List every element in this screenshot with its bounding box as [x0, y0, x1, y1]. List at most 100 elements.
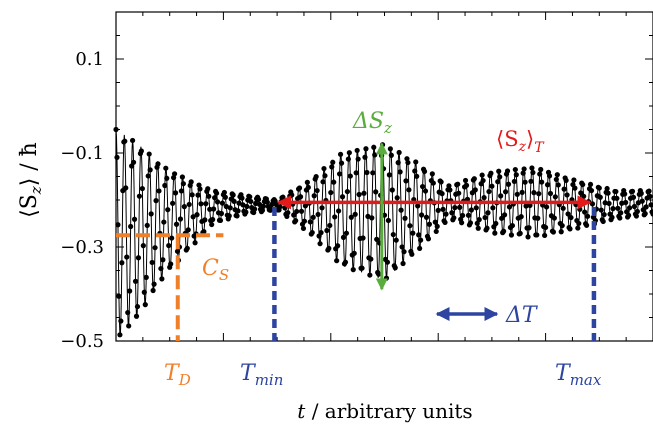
series-point: [156, 188, 162, 194]
series-point: [194, 212, 200, 218]
series-point: [212, 195, 218, 201]
series-point: [471, 176, 477, 182]
series-point: [479, 172, 485, 178]
series-point: [336, 208, 342, 214]
series-point: [170, 200, 176, 206]
series-point: [155, 161, 161, 167]
series-point: [317, 241, 323, 247]
series-point: [240, 202, 246, 208]
series-point: [497, 174, 503, 180]
series-point: [492, 230, 498, 236]
series-point: [414, 173, 420, 179]
series-point: [171, 171, 178, 177]
series-point: [610, 206, 616, 212]
series-point: [311, 193, 317, 199]
series-point: [181, 204, 187, 210]
series-point: [475, 225, 481, 231]
series-point: [618, 210, 624, 216]
series-point: [535, 215, 541, 221]
series-point: [584, 222, 590, 228]
series-point: [488, 170, 494, 176]
axis-ticks: [115, 11, 653, 342]
series-point: [383, 275, 390, 281]
series-point: [144, 222, 150, 229]
series-point: [158, 265, 164, 272]
series-point: [252, 206, 258, 212]
series-point: [606, 200, 612, 207]
series-point: [489, 183, 495, 189]
series-point: [462, 177, 469, 184]
series-point: [169, 235, 175, 241]
series-point: [522, 179, 528, 185]
series-point: [402, 215, 408, 221]
series-point: [300, 225, 307, 232]
series-point: [180, 181, 186, 187]
series-point: [301, 218, 308, 224]
series-point: [128, 223, 134, 230]
series-point: [580, 181, 586, 188]
series-point: [248, 198, 254, 205]
series-point: [582, 209, 588, 215]
series-point: [363, 146, 369, 152]
series-point: [446, 183, 452, 189]
series-point: [356, 191, 362, 198]
series-point: [551, 215, 557, 221]
series-point: [625, 212, 632, 218]
series-point: [239, 195, 245, 201]
series-point: [160, 257, 166, 263]
series-point: [221, 189, 227, 196]
series-point: [162, 182, 168, 189]
series-point: [140, 243, 146, 249]
series-point: [646, 188, 652, 194]
series-point: [113, 126, 119, 133]
series-point: [159, 276, 165, 282]
series-point: [512, 166, 518, 173]
series-point: [526, 225, 532, 231]
series-point: [260, 203, 267, 209]
series-point: [326, 245, 332, 251]
series-point: [513, 172, 519, 178]
series-point: [393, 237, 399, 243]
series-point: [539, 179, 545, 185]
series-point: [388, 152, 394, 158]
series-point: [291, 212, 297, 218]
series-point: [504, 168, 511, 174]
series-point: [234, 213, 240, 219]
series-point: [392, 265, 398, 271]
series-point: [339, 194, 346, 200]
series-point: [605, 190, 611, 196]
series-point: [571, 177, 577, 183]
series-point: [536, 191, 542, 197]
series-point: [134, 303, 141, 310]
y-tick-label: −0.3: [60, 237, 104, 258]
series-point: [315, 211, 321, 218]
series-point: [499, 215, 505, 221]
series-point: [192, 240, 198, 246]
series-point: [537, 171, 543, 177]
series-point: [451, 215, 457, 221]
series-point: [623, 199, 629, 206]
series-point: [430, 180, 436, 186]
x-axis-label: t / arbitrary units: [297, 399, 472, 423]
series-point: [609, 214, 615, 220]
series-point: [332, 214, 338, 220]
series-point: [473, 205, 479, 211]
series-point: [550, 229, 557, 235]
y-tick-label: 0.1: [75, 49, 104, 70]
series-point: [638, 190, 644, 196]
series-point: [138, 148, 144, 154]
series-point: [554, 172, 560, 178]
cs-label: CS: [202, 256, 229, 284]
series-point: [401, 249, 407, 255]
series-point: [218, 210, 225, 217]
series-point: [264, 199, 270, 205]
series-point: [143, 274, 149, 280]
series-point: [407, 223, 413, 229]
plot-frame: [115, 11, 653, 342]
series-point: [129, 137, 136, 144]
series-point: [528, 178, 534, 184]
series-point: [455, 181, 461, 187]
series-point: [324, 227, 330, 234]
series-point: [214, 199, 221, 205]
